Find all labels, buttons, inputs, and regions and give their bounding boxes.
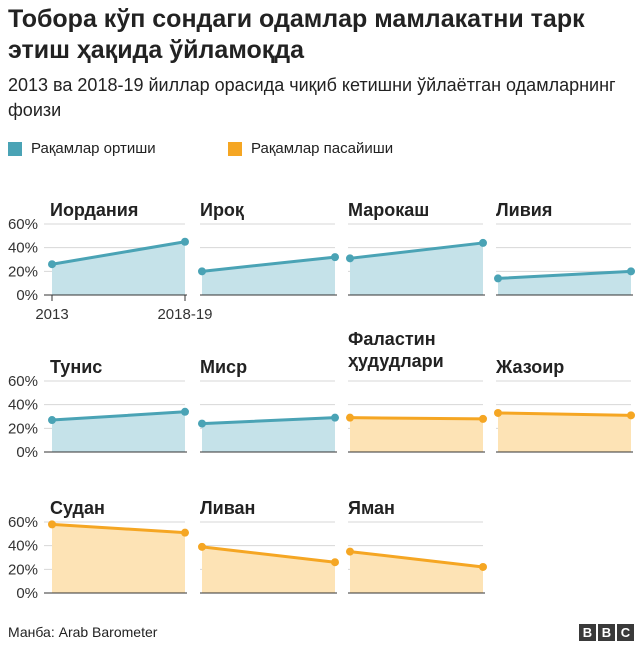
bbc-logo: B B C: [579, 624, 634, 641]
panel-5-area: [202, 417, 335, 452]
panel-6-line: [348, 416, 485, 421]
panel-4-line: [50, 410, 187, 422]
panel-0-line: [50, 240, 187, 266]
row-1-ytick-label: 60%: [8, 373, 38, 390]
panel-6-point-2018-19: [479, 414, 487, 423]
panel-2-point-2018-19: [479, 238, 487, 247]
panel-6-point-2013: [346, 413, 354, 422]
panel-7-area: [498, 412, 631, 452]
panel-8-area: [52, 524, 185, 593]
xtick-label-2018-19: 2018-19: [157, 306, 212, 323]
panel-3-point-2018-19: [627, 267, 635, 276]
panel-6-title: Фаластин: [348, 329, 436, 349]
panel-0-point-2018-19: [181, 237, 189, 246]
panel-5-line: [200, 416, 337, 426]
panel-1-point-2018-19: [331, 253, 339, 262]
panel-8-title: Судан: [50, 498, 105, 518]
panel-10-point-2013: [346, 547, 354, 556]
panel-9-point-2018-19: [331, 558, 339, 567]
xtick-label-2013: 2013: [35, 306, 68, 323]
row-2-ytick-label: 60%: [8, 514, 38, 531]
panel-0-point-2013: [48, 260, 56, 269]
panel-9-title: Ливан: [200, 498, 255, 518]
panel-3-line: [496, 269, 633, 280]
panel-6-area: [350, 417, 483, 452]
panel-7-line: [496, 411, 633, 417]
panel-9-area: [202, 546, 335, 593]
bbc-logo-letter: B: [598, 624, 615, 641]
panel-7-point-2018-19: [627, 411, 635, 420]
panel-4-area: [52, 411, 185, 452]
row-1-ytick-label: 20%: [8, 420, 38, 437]
panel-4-point-2018-19: [181, 407, 189, 416]
row-0-ytick-label: 40%: [8, 240, 38, 257]
panel-6-title: ҳудудлари: [348, 351, 444, 371]
bbc-logo-letter: B: [579, 624, 596, 641]
panel-5-title: Миср: [200, 357, 247, 377]
legend-increase-label: Рақамлар ортиши: [31, 140, 156, 157]
row-2-ytick-label: 20%: [8, 561, 38, 578]
panel-10-title: Яман: [348, 498, 395, 518]
panel-3-point-2013: [494, 274, 502, 283]
legend-increase-swatch: [8, 141, 22, 156]
panel-10-line: [348, 550, 485, 569]
panel-3-title: Ливия: [496, 200, 552, 220]
panel-0-title: Иордания: [50, 200, 138, 220]
row-0-ytick-label: 0%: [16, 287, 38, 304]
panel-7-point-2013: [494, 408, 502, 417]
small-multiples-chart: Иордания Ироқ Марокаш Ливия Тунис Миср Фаласти…: [8, 200, 635, 602]
legend-decrease-swatch: [228, 141, 242, 156]
panel-1-title: Ироқ: [200, 200, 245, 220]
legend-decrease-label: Рақамлар пасайиши: [251, 140, 394, 157]
panel-5-point-2013: [198, 419, 206, 428]
row-1-ytick-label: 0%: [16, 444, 38, 461]
panel-10-point-2018-19: [479, 562, 487, 571]
legend-decrease: Рақамлар пасайиши: [228, 140, 393, 157]
panel-5-point-2018-19: [331, 413, 339, 422]
row-2-ytick-label: 40%: [8, 538, 38, 555]
source-note: Манба: Arab Barometer: [8, 624, 158, 640]
row-0-ytick-label: 60%: [8, 216, 38, 233]
panel-1-point-2013: [198, 267, 206, 276]
panel-2-point-2013: [346, 254, 354, 263]
legend-increase: Рақамлар ортиши: [8, 140, 156, 157]
panel-8-point-2018-19: [181, 528, 189, 537]
panel-8-point-2013: [48, 520, 56, 529]
panel-0-area: [52, 241, 185, 295]
panel-8-line: [50, 522, 187, 535]
panel-1-area: [202, 257, 335, 295]
panel-4-point-2013: [48, 416, 56, 425]
panel-7-title: Жазоир: [495, 357, 564, 377]
panel-10-area: [350, 551, 483, 593]
panel-1-line: [200, 255, 337, 273]
panel-9-line: [200, 545, 337, 564]
panel-9-point-2013: [198, 542, 206, 551]
row-0-ytick-label: 20%: [8, 263, 38, 280]
chart-subtitle: 2013 ва 2018-19 йиллар орасида чиқиб кет…: [8, 75, 616, 120]
row-2-ytick-label: 0%: [16, 585, 38, 602]
chart-title: Тобора кўп сондаги одамлар мамлакатни та…: [8, 5, 585, 64]
bbc-logo-letter: C: [617, 624, 634, 641]
panel-2-line: [348, 241, 485, 260]
panel-2-title: Марокаш: [348, 200, 429, 220]
row-1-ytick-label: 40%: [8, 397, 38, 414]
panel-4-title: Тунис: [50, 357, 102, 377]
